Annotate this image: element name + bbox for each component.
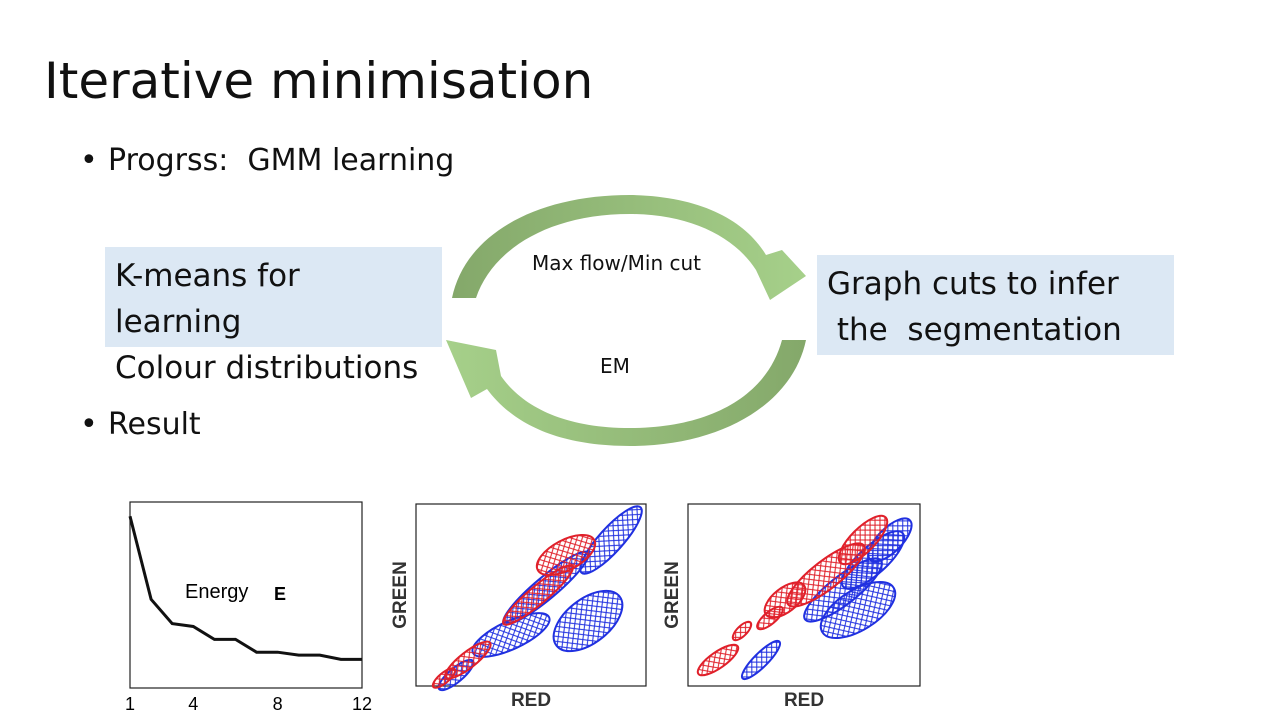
bullet-result: • Result xyxy=(80,407,201,442)
top-cycle-arrow xyxy=(452,195,806,300)
energy-chart: 1 4 8 12 Energy E xyxy=(125,501,372,714)
y-axis-label: GREEN xyxy=(390,561,411,629)
gmm-plot-initial: RED GREEN xyxy=(390,503,647,711)
maxflow-label: Max flow/Min cut xyxy=(532,251,701,275)
energy-xticks: 1 4 8 12 xyxy=(125,694,372,714)
energy-annotation-symbol: E xyxy=(274,584,286,604)
gmm-plot-converged: RED GREEN xyxy=(662,503,921,711)
kmeans-line-2: Colour distributions xyxy=(115,350,419,386)
bullet-progress-text: Progrss: GMM learning xyxy=(108,143,455,178)
graphcuts-box: Graph cuts to infer the segmentation xyxy=(817,255,1174,355)
energy-xtick-label: 1 xyxy=(125,694,135,714)
energy-xtick-label: 8 xyxy=(273,694,283,714)
bullet-result-text: Result xyxy=(108,407,201,442)
energy-xtick-label: 12 xyxy=(352,694,372,714)
bullet-dot: • xyxy=(80,407,98,442)
foreground-gaussians xyxy=(431,533,597,689)
bottom-cycle-arrow xyxy=(446,340,806,446)
kmeans-line-1: K-means for learning xyxy=(115,258,300,340)
graphcuts-line-1: Graph cuts to infer xyxy=(827,266,1119,302)
graphcuts-line-2: the segmentation xyxy=(827,312,1122,348)
background-gaussians xyxy=(740,517,913,681)
slide-title: Iterative minimisation xyxy=(44,52,594,110)
foreground-gaussians xyxy=(696,514,889,677)
x-axis-label: RED xyxy=(511,690,551,711)
iteration-cycle-diagram xyxy=(446,195,806,446)
kmeans-box: K-means for learning Colour distribution… xyxy=(105,247,442,386)
energy-annotation: Energy xyxy=(185,581,248,603)
bullet-dot: • xyxy=(80,143,98,178)
bullet-progress: • Progrss: GMM learning xyxy=(80,143,454,178)
x-axis-label: RED xyxy=(784,690,824,711)
energy-line xyxy=(128,515,362,661)
y-axis-label: GREEN xyxy=(662,561,683,629)
energy-xtick-label: 4 xyxy=(188,694,198,714)
em-label: EM xyxy=(600,354,630,378)
